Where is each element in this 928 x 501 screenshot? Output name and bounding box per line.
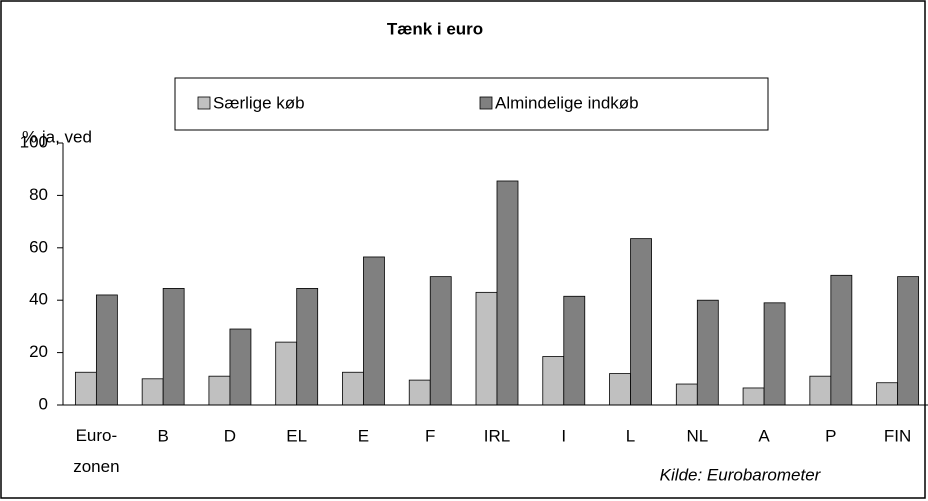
y-tick-label: 80 bbox=[29, 185, 48, 204]
bar bbox=[830, 274, 853, 406]
x-tick-label: I bbox=[561, 426, 566, 445]
bar bbox=[897, 276, 920, 406]
x-tick-label: E bbox=[358, 426, 369, 445]
x-tick-label: F bbox=[425, 426, 435, 445]
bar bbox=[563, 295, 586, 406]
x-tick-label: A bbox=[758, 426, 770, 445]
x-tick-label: D bbox=[224, 426, 236, 445]
bar bbox=[742, 387, 765, 406]
y-tick-label: 40 bbox=[29, 290, 48, 309]
x-tick-label: IRL bbox=[484, 426, 510, 445]
x-tick-label: NL bbox=[686, 426, 708, 445]
legend-box bbox=[174, 77, 769, 131]
x-tick-label: Euro-zonen bbox=[73, 426, 119, 476]
x-tick-label: B bbox=[157, 426, 168, 445]
bar bbox=[809, 375, 832, 406]
bar bbox=[208, 375, 231, 406]
legend-swatch bbox=[479, 96, 493, 110]
bar bbox=[876, 382, 899, 406]
legend-label: Almindelige indkøb bbox=[495, 93, 639, 112]
bar bbox=[74, 371, 97, 406]
bar bbox=[429, 276, 452, 406]
y-tick-label: 100 bbox=[20, 132, 48, 151]
x-tick-label: EL bbox=[286, 426, 307, 445]
bar bbox=[141, 378, 164, 406]
source-note: Kilde: Eurobarometer bbox=[660, 465, 822, 484]
bar bbox=[542, 356, 565, 406]
chart-title: Tænk i euro bbox=[387, 19, 483, 38]
bar bbox=[475, 291, 498, 406]
legend-swatch bbox=[197, 96, 211, 110]
bar bbox=[609, 373, 631, 406]
bar bbox=[363, 256, 385, 406]
legend-label: Særlige køb bbox=[213, 93, 305, 112]
x-tick-label: FIN bbox=[884, 426, 911, 445]
bar bbox=[229, 328, 252, 406]
x-tick-label: L bbox=[626, 426, 635, 445]
y-tick-label: 0 bbox=[39, 394, 48, 413]
bar bbox=[763, 302, 786, 406]
bar bbox=[630, 238, 652, 406]
bar bbox=[696, 299, 719, 406]
bar bbox=[275, 341, 298, 406]
bar bbox=[95, 294, 118, 406]
bar bbox=[342, 371, 364, 406]
bar bbox=[408, 379, 431, 406]
y-tick-label: 20 bbox=[29, 342, 48, 361]
y-tick-label: 60 bbox=[29, 237, 48, 256]
bar bbox=[496, 180, 519, 406]
bar bbox=[675, 383, 698, 406]
y-axis-label: % ja, ved bbox=[22, 127, 92, 146]
x-tick-label: P bbox=[825, 426, 836, 445]
bar bbox=[296, 288, 319, 406]
bar bbox=[162, 288, 185, 406]
